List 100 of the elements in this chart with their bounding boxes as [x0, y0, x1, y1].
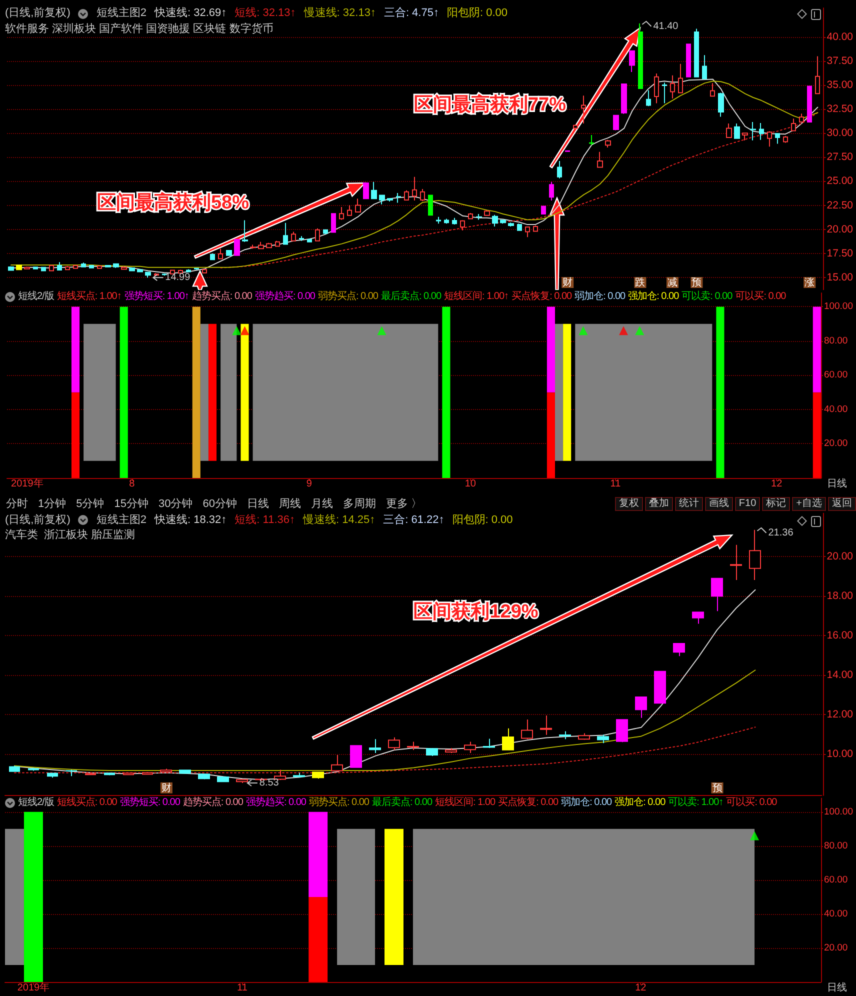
candlestick [500, 219, 506, 224]
candlestick [549, 181, 554, 201]
annotation: 8.53 [259, 777, 280, 788]
annotation: 趋势买点: 0.00 [182, 797, 243, 809]
annotation: 强势短买: 1.00↑ [124, 291, 189, 303]
annotation: 弱势买点: 0.00 [308, 797, 369, 809]
bar [308, 896, 328, 982]
candlestick [371, 181, 377, 200]
x-tick-label: 10 [464, 478, 476, 490]
annotation: 41.40 [653, 20, 679, 32]
candlestick [791, 118, 796, 132]
candlestick [121, 266, 127, 270]
bar [308, 812, 328, 897]
y-tick-label: 17.50 [826, 247, 854, 260]
candlestick [293, 772, 305, 778]
annotation: 短线区间: 1.00 [435, 797, 496, 809]
text: 软件服务 深圳板块 国产软件 国资驰援 区块链 数字货币 [5, 22, 274, 34]
candlestick [692, 611, 704, 624]
text: 5分钟 [76, 498, 104, 511]
candlestick [742, 132, 748, 141]
candlestick [673, 642, 685, 657]
candlestick [387, 198, 393, 202]
candlestick [521, 718, 533, 740]
candlestick [299, 236, 304, 242]
chart-title: (日线,前复权) [5, 7, 70, 20]
candlestick [8, 266, 14, 272]
bar [120, 306, 128, 478]
candlestick [41, 266, 46, 272]
candlestick [65, 265, 70, 270]
x-tick-label: 2019年 [17, 982, 50, 994]
candlestick [436, 216, 441, 224]
candlestick [589, 134, 594, 146]
candlestick [508, 222, 514, 227]
candlestick [202, 268, 207, 274]
candlestick [605, 139, 611, 148]
text: 15分钟 [114, 498, 148, 511]
candlestick [85, 772, 96, 776]
annotation: 强加仓: 0.00 [614, 797, 666, 809]
bar [546, 306, 555, 392]
candlestick [226, 250, 232, 256]
candlestick [428, 194, 433, 216]
y-tick-label: 14.00 [826, 669, 854, 682]
text: 画线 [704, 497, 733, 511]
candlestick [557, 160, 562, 179]
annotation: 可以卖: 1.00↑ [668, 797, 724, 809]
candlestick [517, 223, 522, 232]
annotation: 弱加仓: 0.00 [574, 291, 626, 303]
candlestick [540, 715, 552, 736]
y-tick-label: 100.00 [824, 806, 854, 818]
text: 短线: 11.36↑ [234, 514, 295, 526]
text: 周线 [279, 498, 301, 511]
chart-title: (日线,前复权) [5, 514, 70, 526]
candlestick [694, 28, 699, 78]
x-axis-title: 日线 [826, 478, 847, 490]
chart-title: 短线2/版 [18, 291, 54, 303]
candlestick [581, 95, 586, 124]
text: 统计 [674, 497, 703, 511]
candlestick [541, 205, 546, 215]
candlestick [492, 214, 498, 227]
chart-title: 短线2/版 [18, 797, 54, 809]
x-tick-label: 跌 [635, 276, 646, 288]
candlestick [66, 769, 77, 777]
candlestick [629, 50, 635, 73]
text: 多周期 [343, 498, 376, 511]
candlestick [97, 264, 102, 270]
candlestick [484, 210, 490, 216]
y-tick-label: 15.00 [826, 271, 854, 284]
candlestick [104, 772, 115, 776]
candlestick [767, 130, 772, 148]
candlestick [573, 124, 578, 130]
candlestick [807, 85, 812, 124]
y-tick-label: 40.00 [826, 30, 854, 43]
y-tick-label: 40.00 [824, 908, 848, 920]
candlestick [242, 220, 248, 242]
bar [442, 306, 450, 478]
bar [71, 392, 80, 478]
bar [812, 306, 821, 392]
text: 快速线: 32.69↑ [154, 7, 227, 20]
text: 1分钟 [38, 498, 66, 511]
annotation: 阳包阴: 0.00 [446, 7, 508, 20]
candlestick [452, 217, 457, 226]
annotation: 买点恢复: 0.00 [498, 797, 558, 809]
x-tick-label: 9 [306, 478, 312, 490]
text: 慢速线: 32.13↑ [304, 7, 376, 20]
y-tick-label: 16.00 [826, 630, 854, 642]
text: 日线 [247, 498, 269, 511]
y-tick-label: 27.50 [826, 151, 854, 164]
y-tick-label: 20.00 [824, 438, 848, 450]
candlestick [179, 769, 191, 774]
candlestick [559, 730, 571, 740]
candlestick [396, 192, 401, 204]
candlestick [73, 264, 78, 270]
candlestick [217, 776, 229, 782]
candlestick [565, 150, 570, 152]
annotation: 最后卖点: 0.00 [381, 291, 442, 303]
y-tick-label: 100.00 [824, 301, 854, 312]
candlestick [162, 272, 167, 276]
annotation: 可以买: 0.00 [735, 291, 786, 303]
y-tick-label: 20.00 [824, 942, 848, 954]
bar [563, 324, 572, 461]
